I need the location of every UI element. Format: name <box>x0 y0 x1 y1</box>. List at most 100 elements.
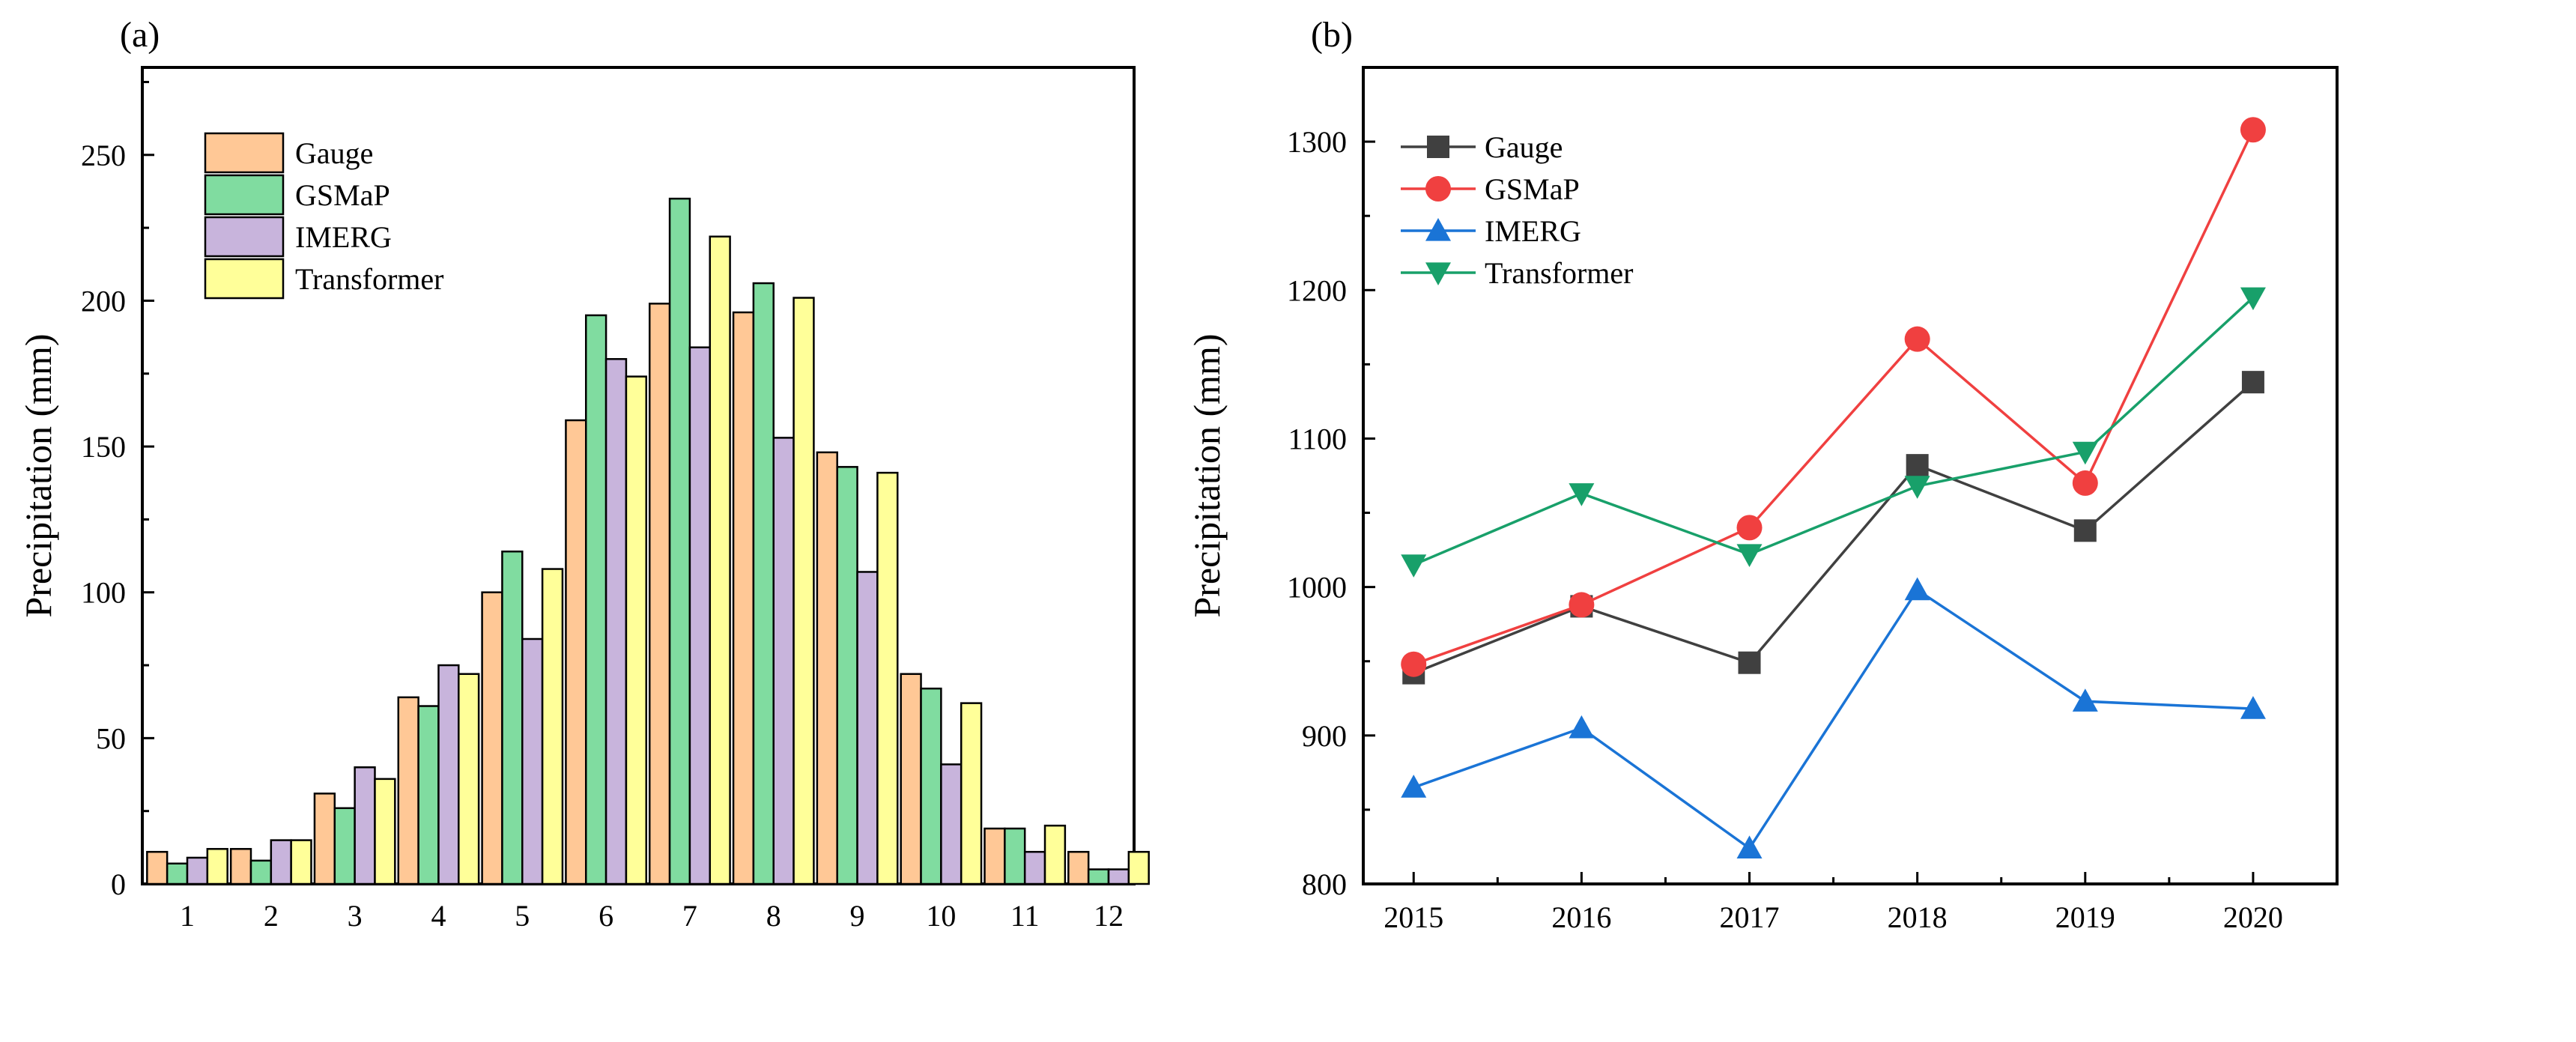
y-axis-label: Precipitation (mm) <box>1186 333 1228 617</box>
point-gsmap-2016 <box>1569 592 1595 618</box>
x-tick-label: 1 <box>180 899 195 933</box>
bar-gauge-month-3 <box>313 793 336 885</box>
bar-transformer-month-2 <box>290 839 312 885</box>
point-gauge-2018 <box>1906 454 1929 477</box>
x-tick-label: 7 <box>682 899 697 933</box>
bar-transformer-month-8 <box>793 297 815 885</box>
x-tick-label: 11 <box>1010 899 1040 933</box>
bar-transformer-month-1 <box>206 848 228 885</box>
point-transformer-2019 <box>2072 441 2098 465</box>
bar-gsmap-month-4 <box>417 705 440 885</box>
point-gsmap-2017 <box>1736 515 1763 541</box>
bar-imerg-month-6 <box>604 358 628 885</box>
bar-imerg-month-2 <box>270 839 292 885</box>
y-tick-label: 150 <box>81 430 126 464</box>
y-tick-label: 1100 <box>1288 422 1347 455</box>
bar-gsmap-month-12 <box>1087 868 1110 885</box>
y-tick-label: 50 <box>96 721 126 755</box>
x-tick-label: 2018 <box>1888 900 1948 934</box>
point-transformer-2017 <box>1736 544 1763 568</box>
line-gauge <box>1413 381 2255 675</box>
x-tick-label: 2017 <box>1720 900 1780 934</box>
legend-marker-gsmap <box>1425 176 1451 202</box>
bar-imerg-month-11 <box>1023 850 1046 885</box>
line-transformer <box>1413 296 2255 566</box>
bar-gsmap-month-3 <box>333 807 356 885</box>
point-gsmap-2020 <box>2240 117 2266 143</box>
legend-label-imerg: IMERG <box>295 220 392 254</box>
point-transformer-2015 <box>1401 554 1427 578</box>
bar-gauge-month-7 <box>648 303 671 885</box>
x-tick-label: 2015 <box>1384 900 1443 934</box>
x-tick-label: 6 <box>598 899 613 933</box>
legend-label-transformer: Transformer <box>295 262 444 296</box>
bar-gauge-month-8 <box>732 311 755 885</box>
bar-transformer-month-6 <box>625 375 648 885</box>
legend-label-gauge: Gauge <box>1485 130 1563 164</box>
bar-gsmap-month-6 <box>585 314 607 885</box>
point-imerg-2017 <box>1736 835 1763 859</box>
point-gauge-2019 <box>2073 519 2097 542</box>
y-tick-label: 1000 <box>1287 571 1347 605</box>
point-transformer-2020 <box>2240 287 2266 311</box>
x-tick-label: 9 <box>850 899 865 933</box>
point-transformer-2016 <box>1569 483 1595 506</box>
y-tick-label: 100 <box>81 576 126 610</box>
x-tick-label: 10 <box>926 899 956 933</box>
x-tick-label: 8 <box>766 899 781 933</box>
legend-marker-gauge <box>1427 136 1449 158</box>
y-tick-label: 900 <box>1302 719 1347 753</box>
line-gsmap <box>1413 129 2255 666</box>
bar-imerg-month-8 <box>772 437 795 885</box>
bar-gauge-month-5 <box>481 591 503 885</box>
bar-transformer-month-7 <box>709 235 731 885</box>
legend-swatch-transformer <box>204 258 285 300</box>
bar-transformer-month-5 <box>541 568 564 885</box>
point-imerg-2015 <box>1401 775 1427 798</box>
point-transformer-2018 <box>1904 476 1930 499</box>
legend-label-imerg: IMERG <box>1485 214 1581 248</box>
bar-transformer-month-4 <box>458 673 480 885</box>
legend-swatch-imerg <box>204 216 285 258</box>
legend-label-gauge: Gauge <box>295 136 373 170</box>
point-gsmap-2018 <box>1904 326 1930 352</box>
bar-imerg-month-5 <box>521 637 544 885</box>
legend-label-gsmap: GSMaP <box>1485 172 1580 206</box>
x-tick-label: 2016 <box>1551 900 1611 934</box>
point-gauge-2020 <box>2241 371 2264 394</box>
x-tick-label: 3 <box>348 899 363 933</box>
x-tick-label: 5 <box>515 899 530 933</box>
panel-label-a: (a) <box>120 15 160 55</box>
bar-imerg-month-3 <box>354 766 376 885</box>
legend-marker-imerg <box>1425 218 1451 241</box>
bar-gauge-month-12 <box>1067 850 1090 885</box>
bar-gauge-month-9 <box>816 451 838 885</box>
bar-imerg-month-4 <box>437 664 460 885</box>
bar-transformer-month-12 <box>1127 850 1150 885</box>
point-imerg-2018 <box>1904 577 1930 601</box>
bar-imerg-month-7 <box>688 346 711 885</box>
y-tick-label: 1300 <box>1287 125 1347 159</box>
bar-imerg-month-12 <box>1107 868 1130 885</box>
y-tick-label: 200 <box>81 284 126 318</box>
point-imerg-2019 <box>2072 688 2098 712</box>
bar-gsmap-month-9 <box>836 466 858 885</box>
bar-gsmap-month-1 <box>166 862 189 885</box>
bar-gsmap-month-11 <box>1004 827 1026 885</box>
bar-gauge-month-4 <box>397 696 419 885</box>
x-tick-label: 2 <box>264 899 279 933</box>
legend-label-transformer: Transformer <box>1485 256 1634 290</box>
bar-gsmap-month-10 <box>920 687 942 885</box>
bar-gsmap-month-5 <box>501 550 524 885</box>
point-gauge-2017 <box>1738 651 1761 674</box>
point-gsmap-2019 <box>2072 470 2098 496</box>
point-imerg-2016 <box>1569 715 1595 739</box>
bar-gauge-month-2 <box>229 848 252 885</box>
point-gsmap-2015 <box>1401 651 1427 677</box>
bar-gauge-month-6 <box>565 419 587 885</box>
bar-gauge-month-10 <box>900 673 922 885</box>
line-chart-annual: 800 900 1000 1100 1200 1300 2015 2016 2017 2018 20… <box>1186 66 2339 934</box>
y-tick-label: 0 <box>111 867 126 901</box>
